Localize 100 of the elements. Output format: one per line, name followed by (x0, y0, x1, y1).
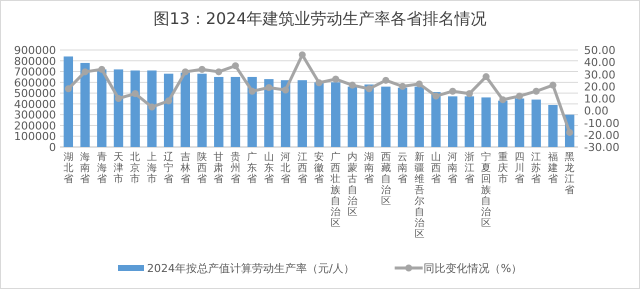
point (114, 95, 122, 102)
point (566, 128, 574, 136)
point (332, 76, 340, 83)
bar (498, 100, 508, 147)
point (298, 51, 306, 58)
y-tick-label: 0 (49, 141, 56, 154)
y2-tick-label: 20.00 (584, 80, 616, 94)
y2-tick-label: 50.00 (584, 44, 616, 57)
x-tick-label: 辽宁省 (164, 151, 174, 185)
x-tick-label: 海南省 (80, 151, 90, 185)
y2-tick-label: -10.00 (584, 116, 620, 130)
x-tick-label: 青海省 (96, 151, 107, 185)
chart-title: 图13：2024年建筑业劳动生产率各省排名情况 (153, 9, 487, 28)
point (482, 73, 490, 80)
bar (130, 70, 140, 147)
y2-tick-label: -30.00 (584, 141, 620, 154)
x-tick-label: 湖北省 (63, 151, 74, 185)
y-tick-label: 700000 (14, 66, 56, 79)
point (399, 82, 406, 90)
x-tick-label: 内蒙古自治区 (347, 151, 358, 218)
point (82, 68, 89, 76)
x-tick-label: 云南省 (398, 152, 408, 185)
y2-tick-label: 40.00 (584, 56, 616, 70)
x-tick-label: 浙江省 (464, 151, 474, 185)
point (416, 80, 423, 88)
bar (381, 86, 391, 147)
x-tick-label: 山西省 (430, 151, 441, 185)
bar (348, 86, 358, 147)
x-tick-label: 天津市 (113, 152, 124, 185)
x-tick-label: 西藏自治区 (380, 152, 391, 207)
bar (398, 88, 408, 147)
x-tick-label: 广西壮族自治区 (330, 151, 341, 229)
bar (214, 76, 224, 147)
y-tick-label: 500000 (14, 87, 56, 100)
x-tick-label: 贵州省 (230, 151, 240, 185)
x-tick-label: 吉林省 (179, 151, 190, 185)
bar (532, 100, 541, 147)
point (382, 76, 390, 84)
x-tick-label: 甘肃省 (214, 151, 224, 185)
point (215, 68, 222, 76)
bar (464, 96, 474, 147)
bar (197, 74, 207, 147)
x-tick-label: 湖南省 (364, 151, 374, 185)
point (132, 90, 139, 98)
bar (80, 62, 90, 147)
bar (298, 80, 307, 147)
bar (64, 56, 74, 147)
point (282, 86, 290, 94)
point (248, 88, 256, 95)
x-tick-label: 四川省 (514, 152, 525, 185)
x-tick-label: 宁夏回族自治区 (481, 151, 492, 229)
point (532, 88, 540, 95)
point (198, 66, 206, 73)
legend-label: 2024年按总产值计算劳动生产率（元/人） (147, 262, 355, 275)
x-tick-label: 河北省 (280, 151, 291, 185)
point (366, 85, 373, 92)
x-tick-label: 重庆市 (498, 151, 508, 185)
y-tick-label: 200000 (14, 119, 56, 132)
bar (331, 82, 340, 147)
legend-label: 同比变化情况（%） (424, 262, 522, 275)
x-tick-label: 上海市 (146, 151, 157, 185)
point (466, 90, 473, 98)
point (432, 92, 440, 100)
x-tick-label: 陕西省 (197, 151, 208, 185)
bar (147, 70, 157, 147)
point (348, 82, 356, 89)
point (499, 96, 506, 104)
y2-tick-label: 0.00 (584, 104, 608, 118)
point (98, 66, 106, 73)
bar (314, 82, 324, 147)
point (265, 84, 272, 92)
y-tick-label: 800000 (14, 54, 56, 68)
point (64, 85, 72, 92)
bar (280, 80, 290, 147)
x-tick-label: 江苏省 (531, 151, 542, 185)
bar (114, 69, 124, 147)
y-tick-label: 400000 (14, 98, 56, 111)
point (316, 79, 322, 86)
x-tick-label: 江西省 (297, 151, 308, 185)
y2-tick-label: 10.00 (584, 92, 616, 106)
bar (264, 79, 274, 147)
point (449, 88, 456, 95)
point (148, 103, 156, 110)
bar (180, 72, 190, 147)
bar (514, 98, 524, 147)
x-tick-label: 黑龙江省 (564, 152, 575, 196)
x-tick-label: 新疆维吾尔自治区 (414, 151, 424, 240)
point (549, 82, 556, 89)
bar (97, 69, 106, 147)
y-tick-label: 100000 (14, 130, 56, 144)
y-tick-label: 900000 (14, 44, 56, 57)
point (165, 97, 172, 104)
bar (431, 92, 441, 147)
bar (164, 74, 174, 147)
x-tick-label: 安徽省 (314, 151, 324, 185)
x-tick-label: 广东省 (247, 151, 258, 185)
bar (448, 96, 458, 147)
point (232, 62, 239, 70)
x-tick-label: 北京市 (130, 151, 140, 185)
bar (481, 97, 491, 147)
